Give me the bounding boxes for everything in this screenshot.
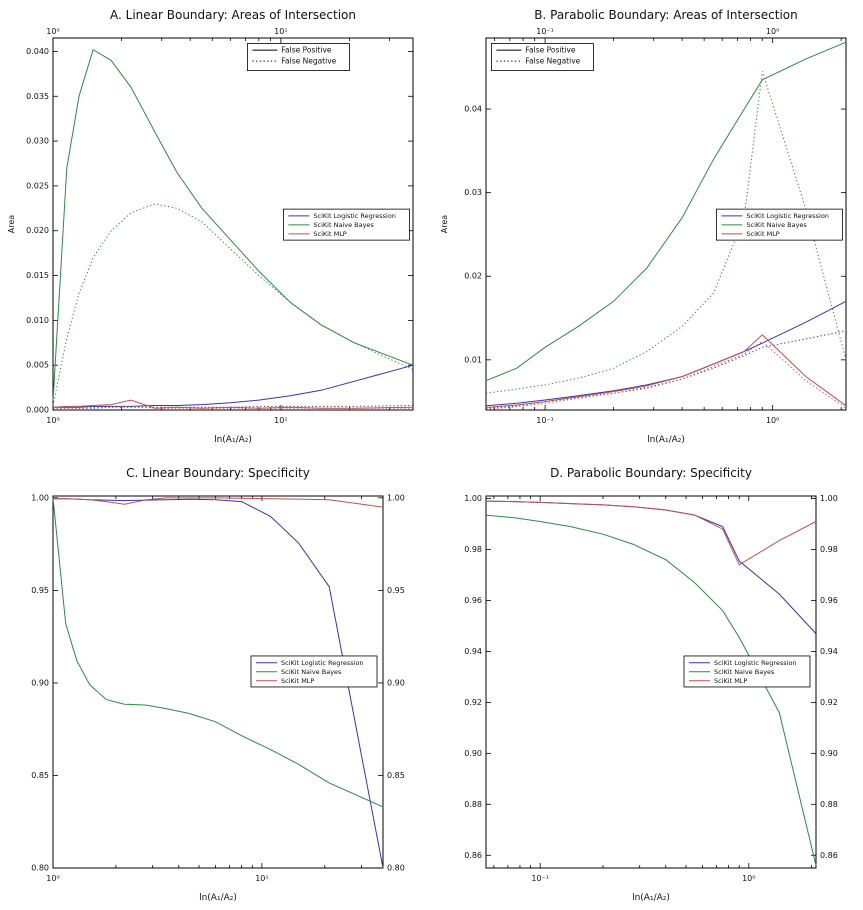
chart-linear-specificity: C. Linear Boundary: Specificity 10⁰ 10¹ 0.…: [3, 464, 427, 908]
svg-text:0.80: 0.80: [387, 864, 405, 873]
svg-text:0.94: 0.94: [464, 647, 482, 656]
svg-text:SciKit MLP: SciKit MLP: [746, 230, 779, 238]
svg-text:10⁰: 10⁰: [766, 416, 779, 425]
chart-linear-areas: A. Linear Boundary: Areas of Intersectio…: [3, 6, 427, 450]
svg-text:10⁰: 10⁰: [742, 874, 755, 883]
chart-parabolic-areas-canvas: 10⁻¹ 10⁻¹ 10⁰ 10⁰ 0.01 0.02 0.03 0.04 ln(A₁/A₂) A…: [440, 27, 847, 445]
svg-text:ln(A₁/A₂): ln(A₁/A₂): [214, 435, 252, 445]
svg-text:0.020: 0.020: [26, 226, 49, 235]
svg-text:1.00: 1.00: [31, 493, 49, 502]
svg-text:0.85: 0.85: [31, 771, 49, 780]
svg-text:ln(A₁/A₂): ln(A₁/A₂): [647, 435, 685, 445]
svg-text:0.90: 0.90: [31, 678, 49, 687]
svg-text:10¹: 10¹: [274, 27, 287, 36]
svg-text:10⁰: 10⁰: [46, 416, 59, 425]
svg-text:10⁻¹: 10⁻¹: [536, 27, 554, 36]
svg-text:SciKit Naive Bayes: SciKit Naive Bayes: [714, 668, 775, 676]
chart-parabolic-specificity-canvas: 10⁻¹ 10⁰ 0.86 0.86 0.88 0.88 0.90 0.90 0.92 0.92 0…: [464, 494, 838, 903]
svg-text:0.96: 0.96: [820, 596, 838, 605]
svg-text:0.98: 0.98: [820, 545, 838, 554]
svg-text:1.00: 1.00: [464, 494, 482, 503]
chart-parabolic-specificity-title: D. Parabolic Boundary: Specificity: [550, 466, 752, 480]
svg-text:SciKit Logistic Regression: SciKit Logistic Regression: [281, 659, 364, 667]
svg-text:0.90: 0.90: [820, 749, 838, 758]
svg-text:10⁰: 10⁰: [46, 27, 59, 36]
svg-text:0.90: 0.90: [387, 678, 405, 687]
svg-text:False Positive: False Positive: [525, 46, 576, 55]
svg-text:0.92: 0.92: [464, 698, 482, 707]
svg-text:SciKit Naive Bayes: SciKit Naive Bayes: [313, 221, 374, 229]
svg-text:0.02: 0.02: [464, 272, 482, 281]
svg-text:0.040: 0.040: [26, 47, 49, 56]
svg-text:0.90: 0.90: [464, 749, 482, 758]
svg-text:10⁻¹: 10⁻¹: [531, 874, 549, 883]
svg-text:0.015: 0.015: [26, 271, 49, 280]
svg-text:SciKit Naive Bayes: SciKit Naive Bayes: [746, 221, 807, 229]
svg-text:0.92: 0.92: [820, 698, 838, 707]
svg-text:0.98: 0.98: [464, 545, 482, 554]
svg-text:1.00: 1.00: [387, 493, 405, 502]
svg-text:0.80: 0.80: [31, 864, 49, 873]
svg-text:0.95: 0.95: [387, 586, 405, 595]
svg-text:0.88: 0.88: [820, 800, 838, 809]
svg-text:0.94: 0.94: [820, 647, 838, 656]
chart-linear-areas-title: A. Linear Boundary: Areas of Intersectio…: [110, 8, 356, 22]
svg-text:10⁰: 10⁰: [46, 874, 59, 883]
chart-linear-areas-canvas: 10⁰ 10⁰ 10¹ 10¹ 0.000 0.005 0.010 0.015 0.020 0.0…: [7, 27, 414, 445]
svg-text:0.85: 0.85: [387, 771, 405, 780]
svg-text:10⁻¹: 10⁻¹: [536, 416, 554, 425]
svg-text:SciKit MLP: SciKit MLP: [714, 677, 747, 685]
svg-text:False Positive: False Positive: [281, 46, 332, 55]
svg-text:SciKit MLP: SciKit MLP: [313, 230, 346, 238]
svg-text:0.000: 0.000: [26, 406, 49, 415]
svg-text:SciKit Logistic Regression: SciKit Logistic Regression: [714, 659, 797, 667]
svg-text:Area: Area: [7, 215, 16, 234]
svg-text:10¹: 10¹: [255, 874, 268, 883]
chart-parabolic-specificity: D. Parabolic Boundary: Specificity 10⁻¹ 1…: [436, 464, 860, 908]
svg-text:SciKit Logistic Regression: SciKit Logistic Regression: [746, 212, 829, 220]
svg-text:SciKit MLP: SciKit MLP: [281, 677, 314, 685]
chart-parabolic-areas: B. Parabolic Boundary: Areas of Intersec…: [436, 6, 860, 450]
chart-linear-specificity-canvas: 10⁰ 10¹ 0.80 0.80 0.85 0.85 0.90 0.90 0.95 0.95 1.…: [31, 493, 405, 903]
svg-text:False Negative: False Negative: [525, 57, 580, 66]
svg-text:0.03: 0.03: [464, 188, 482, 197]
chart-parabolic-areas-title: B. Parabolic Boundary: Areas of Intersec…: [534, 8, 798, 22]
svg-text:0.04: 0.04: [464, 105, 482, 114]
svg-text:ln(A₁/A₂): ln(A₁/A₂): [199, 893, 237, 903]
svg-text:0.86: 0.86: [820, 851, 838, 860]
svg-text:Area: Area: [440, 215, 449, 234]
svg-text:1.00: 1.00: [820, 494, 838, 503]
svg-text:10⁰: 10⁰: [766, 27, 779, 36]
svg-text:0.005: 0.005: [26, 361, 49, 370]
svg-text:0.035: 0.035: [26, 92, 49, 101]
svg-text:0.010: 0.010: [26, 316, 49, 325]
svg-text:0.01: 0.01: [464, 355, 482, 364]
svg-text:0.95: 0.95: [31, 586, 49, 595]
svg-text:ln(A₁/A₂): ln(A₁/A₂): [632, 893, 670, 903]
svg-text:0.88: 0.88: [464, 800, 482, 809]
svg-text:SciKit Naive Bayes: SciKit Naive Bayes: [281, 668, 342, 676]
svg-text:0.86: 0.86: [464, 851, 482, 860]
svg-text:SciKit Logistic Regression: SciKit Logistic Regression: [313, 212, 396, 220]
svg-text:False Negative: False Negative: [281, 57, 336, 66]
chart-linear-specificity-title: C. Linear Boundary: Specificity: [126, 466, 310, 480]
svg-text:0.025: 0.025: [26, 181, 49, 190]
svg-text:0.96: 0.96: [464, 596, 482, 605]
svg-text:0.030: 0.030: [26, 137, 49, 146]
svg-text:10¹: 10¹: [274, 416, 287, 425]
